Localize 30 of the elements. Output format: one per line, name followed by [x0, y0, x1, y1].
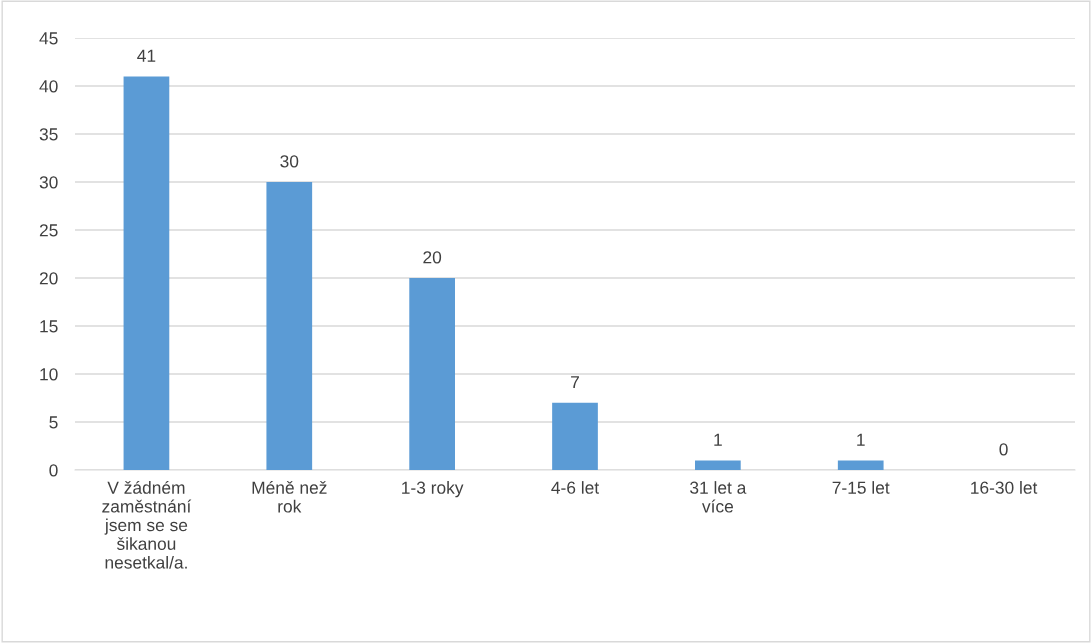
y-tick-label: 30: [39, 176, 58, 189]
x-tick-label: V žádném zaměstnání jsem se se šikanou nesetkal/a.: [102, 480, 192, 569]
x-tick-label: Méně než rok: [252, 480, 327, 513]
data-label: 30: [280, 155, 299, 168]
x-tick-label: 7-15 let: [832, 481, 890, 494]
y-tick-label: 15: [40, 320, 58, 333]
y-tick-label: 40: [39, 80, 58, 93]
data-label: 1: [857, 433, 865, 446]
data-label: 0: [999, 443, 1008, 456]
x-tick-label: 31 let a více: [690, 481, 747, 513]
bar: [409, 278, 455, 470]
bar: [266, 182, 313, 470]
y-tick-label: 5: [49, 416, 58, 429]
bar: [837, 460, 884, 470]
data-label: 7: [571, 376, 579, 389]
bar: [123, 76, 170, 470]
y-tick-label: 10: [40, 368, 58, 381]
x-tick-label: 4-6 let: [551, 481, 599, 494]
data-label: 41: [137, 49, 156, 62]
x-tick-label: 1-3 roky: [402, 481, 464, 498]
bar: [695, 460, 741, 470]
x-tick-label: 16-30 let: [971, 481, 1038, 494]
y-tick-label: 20: [39, 272, 58, 285]
y-tick-label: 45: [39, 32, 58, 45]
y-tick-label: 0: [49, 464, 58, 477]
data-label: 1: [714, 433, 722, 446]
bar: [552, 402, 598, 470]
data-label: 20: [423, 251, 442, 264]
y-tick-label: 25: [39, 224, 58, 237]
y-tick-label: 35: [39, 128, 58, 141]
